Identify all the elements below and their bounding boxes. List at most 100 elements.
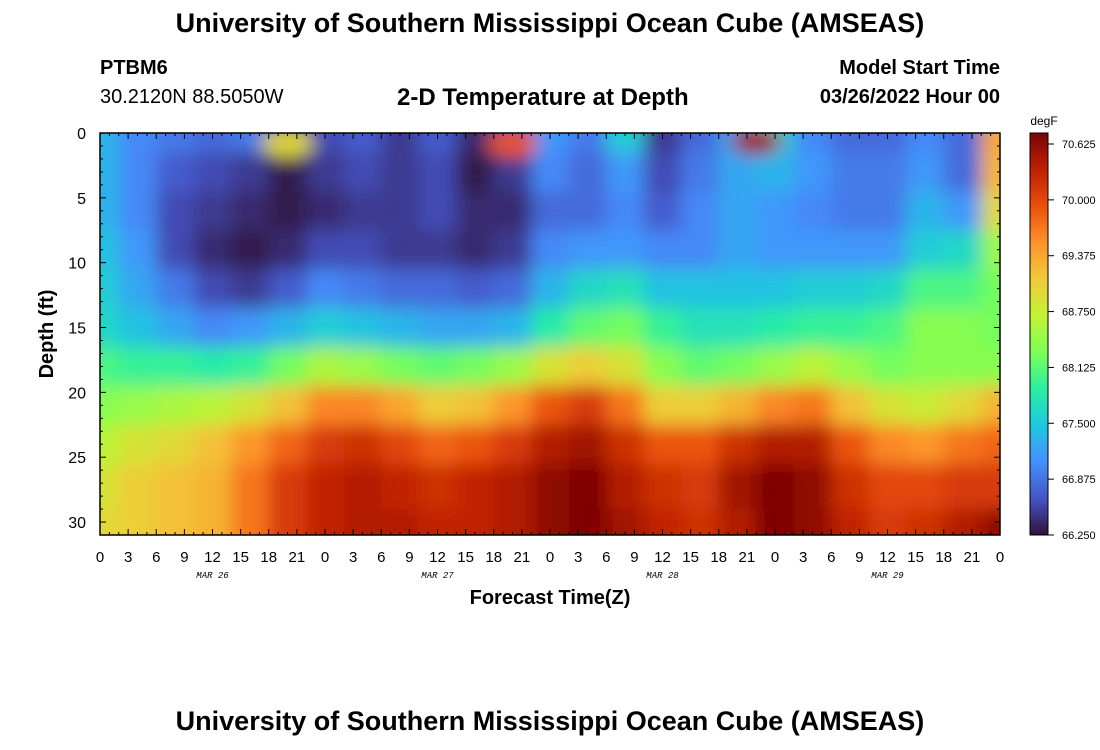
heatmap-cell — [100, 346, 120, 387]
heatmap-cell — [100, 308, 120, 348]
heatmap-cell — [193, 385, 233, 426]
heatmap-cell — [606, 346, 645, 387]
date-label: MAR 27 — [421, 571, 454, 581]
x-tick-label: 6 — [602, 549, 610, 566]
heatmap-cell — [456, 230, 495, 270]
heatmap-cell — [268, 424, 308, 465]
heatmap-cell — [193, 463, 233, 510]
heatmap-cell — [306, 191, 345, 232]
heatmap-cell — [606, 191, 645, 232]
heatmap-cell — [156, 385, 195, 426]
heatmap-cell — [418, 230, 458, 270]
colorbar-tick-label: 66.875 — [1062, 474, 1096, 486]
date-label: MAR 26 — [196, 571, 229, 581]
model-start-value: 03/26/2022 Hour 00 — [819, 86, 1000, 108]
heatmap-cell — [831, 191, 870, 232]
heatmap-cell — [100, 509, 120, 535]
heatmap-cell — [643, 346, 683, 387]
heatmap-cell — [756, 346, 795, 387]
heatmap-cell — [343, 269, 383, 309]
heatmap-cell — [381, 308, 420, 348]
heatmap-cell — [231, 463, 270, 510]
colorbar-tick-label: 67.500 — [1062, 418, 1096, 430]
heatmap-cell — [193, 269, 233, 309]
heatmap-cell — [418, 152, 458, 193]
y-tick-label: 20 — [68, 385, 86, 402]
heatmap-cell — [681, 230, 720, 270]
x-tick-label: 9 — [405, 549, 413, 566]
heatmap-cell — [793, 346, 833, 387]
footer-title: University of Southern Mississippi Ocean… — [175, 706, 925, 736]
heatmap-cell — [156, 133, 195, 154]
heatmap-cell — [793, 424, 833, 465]
x-tick-label: 6 — [827, 549, 835, 566]
heatmap-cell — [118, 191, 158, 232]
heatmap-cell — [568, 191, 608, 232]
x-tick-label: 12 — [654, 549, 671, 566]
heatmap-cell — [756, 230, 795, 270]
heatmap-cell — [793, 191, 833, 232]
heatmap-cell — [156, 269, 195, 309]
heatmap-cell — [193, 424, 233, 465]
heatmap-cell — [718, 269, 758, 309]
page-title: University of Southern Mississippi Ocean… — [175, 8, 925, 38]
heatmap-cell — [493, 308, 533, 348]
heatmap-cell — [906, 346, 945, 387]
heatmap-cell — [943, 230, 983, 270]
heatmap-cell — [418, 385, 458, 426]
heatmap-cell — [793, 230, 833, 270]
heatmap-cell — [718, 152, 758, 193]
colorbar-tick-label: 66.250 — [1062, 530, 1096, 542]
model-start-label: Model Start Time — [839, 57, 1000, 79]
heatmap-cell — [868, 463, 908, 510]
heatmap-cell — [981, 463, 1000, 510]
x-tick-label: 0 — [771, 549, 779, 566]
heatmap-cell — [306, 424, 345, 465]
heatmap-cell — [381, 152, 420, 193]
heatmap-cell — [456, 509, 495, 535]
heatmap-cell — [868, 385, 908, 426]
heatmap-cell — [868, 269, 908, 309]
heatmap-cell — [493, 191, 533, 232]
heatmap-cell — [981, 346, 1000, 387]
heatmap-cell — [643, 385, 683, 426]
heatmap-cell — [643, 269, 683, 309]
x-tick-label: 15 — [907, 549, 924, 566]
x-tick-label: 21 — [964, 549, 981, 566]
heatmap-cell — [681, 269, 720, 309]
heatmap-cell — [231, 509, 270, 535]
heatmap-cell — [231, 269, 270, 309]
heatmap-cell — [831, 346, 870, 387]
heatmap-cell — [418, 424, 458, 465]
heatmap-cell — [943, 269, 983, 309]
x-tick-label: 0 — [546, 549, 554, 566]
heatmap-cell — [193, 191, 233, 232]
heatmap-cell — [681, 346, 720, 387]
heatmap-cell — [306, 133, 345, 154]
y-tick-label: 25 — [68, 450, 86, 467]
heatmap-cell — [981, 509, 1000, 535]
heatmap-cell — [156, 308, 195, 348]
heatmap-cell — [193, 133, 233, 154]
heatmap-cell — [606, 385, 645, 426]
heatmap-cell — [156, 230, 195, 270]
heatmap-cell — [268, 152, 308, 193]
heatmap-cell — [831, 230, 870, 270]
heatmap-cell — [100, 133, 120, 154]
x-tick-label: 0 — [321, 549, 329, 566]
x-tick-label: 6 — [377, 549, 385, 566]
heatmap-cell — [718, 308, 758, 348]
heatmap-cell — [906, 509, 945, 535]
heatmap-cell — [268, 230, 308, 270]
heatmap-cell — [418, 346, 458, 387]
x-tick-label: 21 — [514, 549, 531, 566]
heatmap-cell — [681, 385, 720, 426]
heatmap-cell — [681, 191, 720, 232]
heatmap-cell — [831, 152, 870, 193]
heatmap-cell — [531, 385, 570, 426]
heatmap-cell — [681, 152, 720, 193]
heatmap-cell — [100, 424, 120, 465]
colorbar-tick-label: 68.750 — [1062, 307, 1096, 319]
date-label: MAR 29 — [871, 571, 904, 581]
heatmap-cell — [231, 230, 270, 270]
